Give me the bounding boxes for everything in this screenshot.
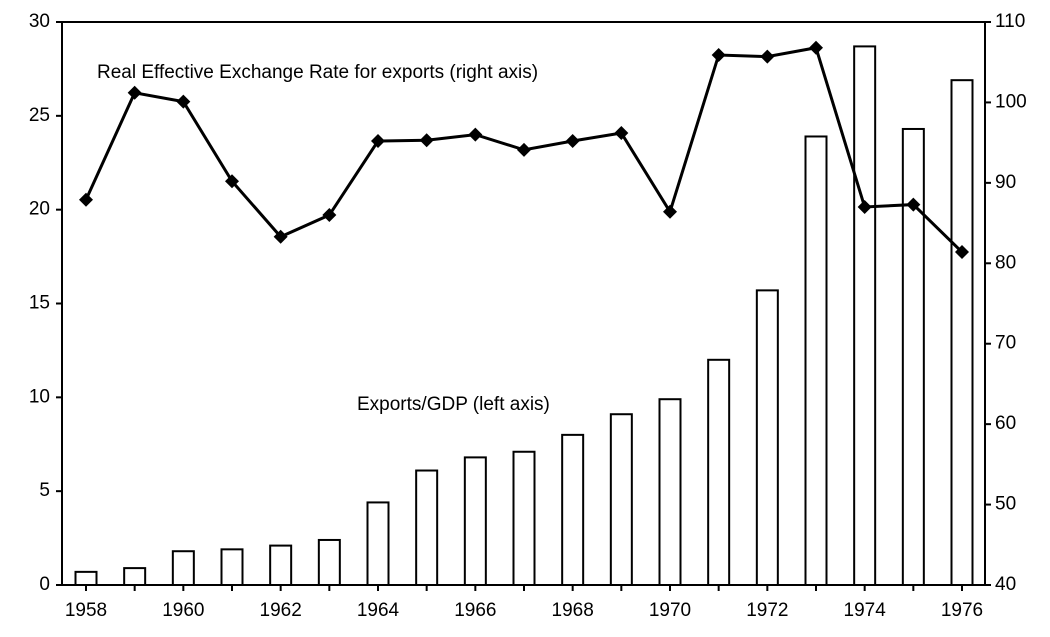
bar [74, 570, 98, 587]
y-tick-label: 25 [29, 105, 50, 126]
y2-tick-label: 60 [995, 413, 1016, 434]
y2-tick-label: 110 [995, 11, 1025, 32]
bar [804, 135, 828, 587]
bar [658, 398, 682, 586]
bar [463, 456, 487, 586]
marker [468, 127, 483, 142]
marker [517, 142, 531, 157]
bar [950, 79, 974, 586]
x-tick-label: 1964 [357, 600, 400, 621]
bar [853, 45, 877, 586]
marker [906, 197, 921, 212]
bar [123, 567, 147, 586]
x-tick-label: 1972 [746, 600, 788, 621]
bar [415, 469, 439, 587]
bar [707, 358, 731, 586]
y2-tick-label: 80 [995, 252, 1016, 273]
x-tick-label: 1960 [162, 600, 204, 621]
bar [269, 544, 293, 587]
marker [565, 134, 580, 149]
marker [225, 174, 239, 189]
bar [609, 413, 633, 586]
x-tick-label: 1966 [454, 600, 496, 621]
marker [127, 85, 142, 100]
bar [220, 548, 244, 586]
y-tick-label: 20 [29, 199, 50, 220]
bar [366, 501, 390, 586]
x-tick-label: 1968 [552, 600, 594, 621]
y2-tick-label: 50 [995, 494, 1016, 515]
y-tick-label: 15 [29, 293, 50, 314]
y-tick-label: 30 [29, 11, 50, 32]
marker [176, 94, 191, 109]
marker [614, 125, 629, 140]
bar [317, 538, 341, 587]
marker [809, 40, 823, 55]
x-tick-label: 1970 [649, 600, 691, 621]
x-tick-label: 1958 [65, 600, 107, 621]
marker [857, 199, 872, 214]
bar [171, 550, 195, 586]
marker [760, 49, 775, 64]
y-tick-label: 10 [29, 386, 50, 407]
bar [512, 450, 536, 586]
y2-tick-label: 90 [995, 172, 1016, 193]
marker [663, 204, 677, 219]
y2-tick-label: 70 [995, 333, 1016, 354]
marker [955, 245, 969, 260]
series-label: Real Effective Exchange Rate for exports… [97, 62, 538, 83]
bar [561, 433, 585, 586]
marker [322, 208, 337, 223]
marker [273, 229, 288, 244]
marker [419, 133, 434, 148]
x-tick-label: 1962 [260, 600, 302, 621]
x-tick-label: 1976 [941, 600, 983, 621]
bar [755, 289, 779, 586]
series-label: Exports/GDP (left axis) [357, 394, 550, 415]
marker [79, 192, 93, 207]
y-tick-label: 0 [39, 574, 50, 595]
x-tick-label: 1974 [844, 600, 887, 621]
bar [901, 127, 925, 586]
marker [371, 134, 385, 149]
marker [711, 47, 726, 62]
y-tick-label: 5 [39, 480, 50, 501]
y2-tick-label: 100 [995, 91, 1027, 112]
y2-tick-label: 40 [995, 574, 1016, 595]
